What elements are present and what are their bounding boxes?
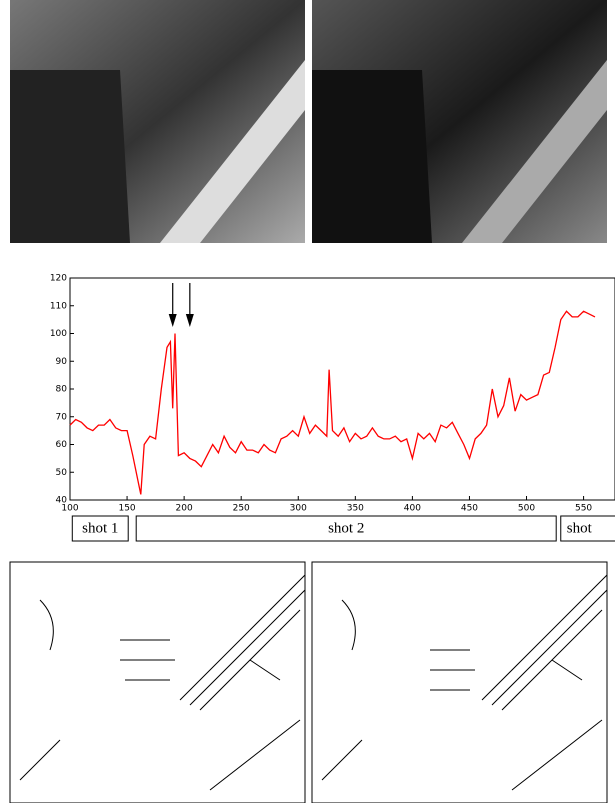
y-tick-label: 60 <box>56 440 68 450</box>
x-tick-label: 500 <box>518 504 535 514</box>
arrow-head <box>186 314 194 327</box>
x-tick-label: 200 <box>176 504 193 514</box>
shot-label: shot 2 <box>328 520 364 536</box>
x-tick-label: 300 <box>290 504 307 514</box>
y-tick-label: 100 <box>50 329 67 339</box>
x-tick-label: 450 <box>461 504 478 514</box>
y-tick-label: 120 <box>50 274 67 284</box>
photo-right <box>312 0 607 243</box>
y-tick-label: 70 <box>56 412 68 422</box>
x-tick-label: 350 <box>347 504 364 514</box>
shot-label: shot 1 <box>82 520 118 536</box>
x-tick-label: 400 <box>404 504 421 514</box>
y-tick-label: 90 <box>56 357 68 367</box>
edge-right <box>312 562 607 803</box>
figure: 4050607080901001101201001502002503003504… <box>0 0 615 803</box>
y-tick-label: 110 <box>50 301 67 311</box>
x-tick-label: 150 <box>118 504 135 514</box>
photo-left <box>10 0 305 243</box>
plot-frame <box>70 278 615 500</box>
y-tick-label: 50 <box>56 468 68 478</box>
y-tick-label: 80 <box>56 385 68 395</box>
line <box>70 311 595 494</box>
arrow-head <box>169 314 177 327</box>
x-tick-label: 550 <box>575 504 592 514</box>
shot-label: shot <box>567 520 593 536</box>
x-tick-label: 100 <box>61 504 78 514</box>
x-tick-label: 250 <box>233 504 250 514</box>
edge-left <box>10 562 305 803</box>
